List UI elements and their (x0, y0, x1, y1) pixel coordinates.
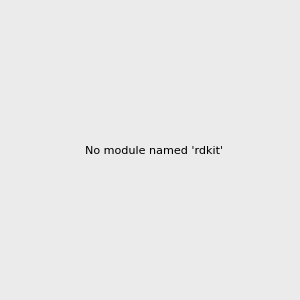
Text: No module named 'rdkit': No module named 'rdkit' (85, 146, 223, 157)
